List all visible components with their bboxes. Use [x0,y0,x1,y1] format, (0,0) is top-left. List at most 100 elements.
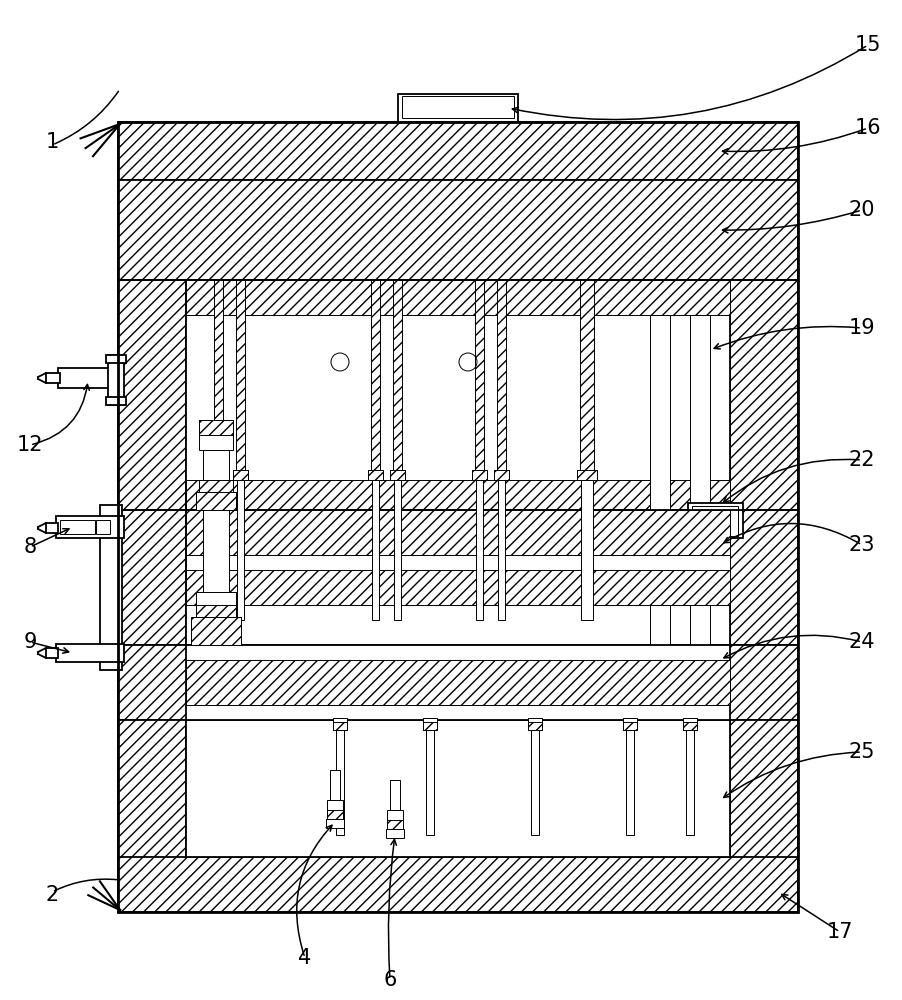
Bar [474,280,483,470]
Bar [398,94,518,122]
Bar [622,722,636,730]
Bar [329,770,340,800]
Bar [203,510,229,592]
Bar [729,720,797,912]
Bar [198,420,233,435]
Bar [198,420,233,450]
Bar [186,645,729,720]
Bar [186,510,729,645]
Bar [108,355,124,405]
Bar [729,510,797,645]
Bar [203,450,229,480]
Text: 15: 15 [854,35,880,55]
Bar [682,718,696,730]
Bar [368,470,382,480]
Bar [530,730,538,835]
Bar [422,718,437,730]
Text: 20: 20 [848,200,874,220]
Bar [528,722,541,730]
Bar [691,506,737,536]
Bar [211,470,226,480]
Bar [327,810,343,820]
Bar [118,857,797,912]
Bar [368,470,382,480]
Bar [385,829,403,838]
Bar [118,180,797,280]
Bar [528,718,541,730]
Bar [96,520,110,534]
Bar [682,722,696,730]
Bar [233,470,248,480]
Bar [191,617,241,645]
Bar [56,516,124,538]
Text: 25: 25 [848,742,874,762]
Bar [198,480,233,492]
Bar [233,470,248,480]
Text: 1: 1 [45,132,59,152]
Bar [327,800,343,820]
Bar [214,280,223,470]
Bar [118,510,186,645]
Bar [46,523,58,533]
Bar [576,470,596,480]
Bar [118,122,797,180]
Bar [118,720,186,912]
Bar [118,645,797,720]
Bar [497,480,504,620]
Text: 2: 2 [45,885,59,905]
Bar [196,592,235,617]
Bar [392,280,401,470]
Text: 22: 22 [848,450,874,470]
Bar [390,780,400,810]
Text: 17: 17 [826,922,852,942]
Bar [475,480,483,620]
Bar [56,644,124,662]
Bar [186,660,729,705]
Bar [186,570,729,605]
Bar [372,480,379,620]
Bar [58,368,123,388]
Bar [118,122,797,912]
Bar [100,505,122,670]
Bar [60,520,95,534]
Bar [46,373,60,383]
Bar [422,722,437,730]
Bar [196,605,235,617]
Bar [118,280,186,510]
Bar [622,718,636,730]
Bar [390,470,405,480]
Text: 8: 8 [23,537,36,557]
Bar [625,730,633,835]
Bar [336,730,344,835]
Text: 4: 4 [298,948,311,968]
Bar [186,555,729,570]
Bar [729,280,797,510]
Bar [580,480,593,620]
Bar [236,480,244,620]
Bar [235,280,244,470]
Bar [186,280,729,315]
Text: 12: 12 [17,435,43,455]
Bar [579,280,594,470]
Text: 19: 19 [848,318,874,338]
Bar [493,470,509,480]
Bar [576,470,596,480]
Bar [496,280,505,470]
Bar [186,480,729,510]
Bar [215,480,222,620]
Bar [426,730,434,835]
Text: 24: 24 [848,632,874,652]
Bar [649,315,669,645]
Bar [687,503,742,538]
Bar [493,470,509,480]
Bar [371,280,380,470]
Bar [106,397,126,405]
Bar [186,510,729,555]
Bar [472,470,486,480]
Bar [326,819,344,828]
Bar [387,810,402,830]
Bar [686,730,694,835]
Text: 23: 23 [848,535,874,555]
Bar [387,820,402,830]
Text: 6: 6 [382,970,396,990]
